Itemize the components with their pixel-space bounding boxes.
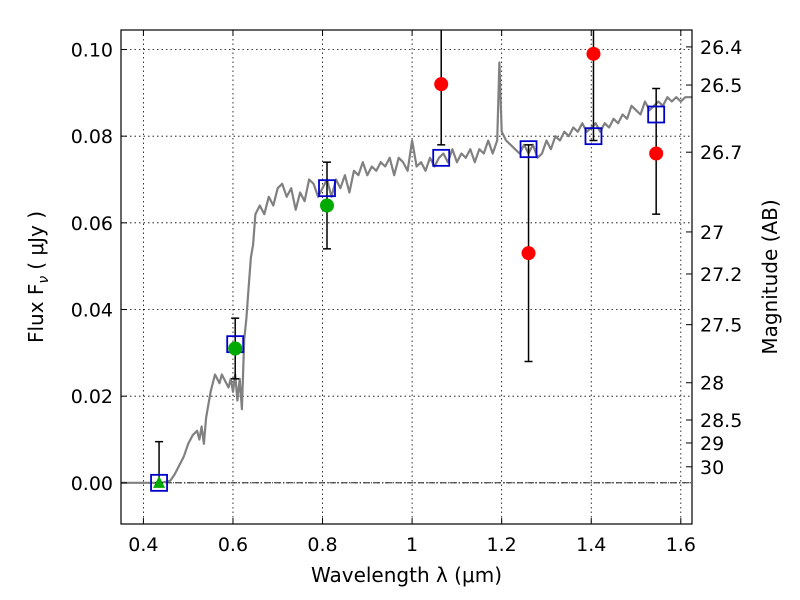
right-tick-label: 26.7 bbox=[700, 142, 742, 164]
y-axis-label: Flux Fν ( μJy ) bbox=[24, 211, 52, 343]
x-axis-label: Wavelength λ (μm) bbox=[311, 563, 502, 587]
right-tick-label: 27.2 bbox=[700, 264, 742, 286]
y-tick-label: 0.04 bbox=[71, 300, 113, 322]
right-tick-label: 26.4 bbox=[700, 37, 742, 59]
photometry-markers bbox=[150, 46, 666, 492]
y-tick-label: 0.08 bbox=[71, 126, 113, 148]
grid-lines bbox=[121, 30, 692, 524]
photometry-circle-marker bbox=[649, 146, 664, 161]
model-square-marker bbox=[584, 127, 603, 146]
y-tick-label: 0.10 bbox=[71, 40, 113, 62]
right-tick-label: 28.5 bbox=[700, 410, 742, 432]
right-tick-label: 29 bbox=[700, 433, 724, 455]
y-axis-label-unit: ( μJy ) bbox=[24, 211, 48, 270]
right-tick-label: 30 bbox=[700, 457, 724, 479]
model-spectrum bbox=[121, 61, 692, 484]
right-tick-label: 26.5 bbox=[700, 75, 742, 97]
model-square-marker bbox=[519, 140, 538, 159]
model-square-marker bbox=[647, 105, 666, 124]
axis-ticks: 0.4 0.6 0.8 1 1.2 1.4 1.6 0.00 0.02 0.04 0.06 0.08 0… bbox=[71, 30, 742, 556]
y-tick-label: 0.06 bbox=[71, 213, 113, 235]
y-tick-label: 0.00 bbox=[71, 473, 113, 495]
right-axis-label: Magnitude (AB) bbox=[758, 199, 782, 354]
y-tick-label: 0.02 bbox=[71, 386, 113, 408]
photometry-circle-marker bbox=[521, 246, 536, 261]
error-bars bbox=[155, 30, 661, 484]
photometry-circle-marker bbox=[228, 341, 243, 356]
model-square-marker bbox=[318, 179, 336, 198]
plot-frame bbox=[120, 29, 693, 525]
spectrum-line bbox=[121, 61, 692, 484]
y-axis-label-group: Flux Fν ( μJy ) bbox=[24, 211, 52, 343]
x-tick-label: 1 bbox=[406, 534, 418, 556]
photometry-circle-marker bbox=[434, 77, 449, 92]
model-square-marker bbox=[150, 473, 168, 492]
x-tick-label: 0.6 bbox=[218, 534, 248, 556]
right-tick-label: 28 bbox=[700, 373, 724, 395]
photometry-circle-marker bbox=[586, 46, 601, 61]
right-tick-label: 27.5 bbox=[700, 315, 742, 337]
photometry-circle-marker bbox=[320, 198, 335, 213]
upper-limit-triangle-marker bbox=[153, 475, 166, 488]
y-axis-label-main: Flux F bbox=[24, 284, 48, 343]
right-tick-label: 27 bbox=[700, 222, 724, 244]
x-tick-label: 1.2 bbox=[487, 534, 517, 556]
x-tick-label: 0.4 bbox=[128, 534, 158, 556]
x-tick-label: 1.4 bbox=[576, 534, 606, 556]
model-square-marker bbox=[432, 148, 451, 167]
x-tick-label: 1.6 bbox=[666, 534, 696, 556]
x-tick-label: 0.8 bbox=[307, 534, 337, 556]
y-axis-label-subscript: ν bbox=[36, 276, 52, 284]
